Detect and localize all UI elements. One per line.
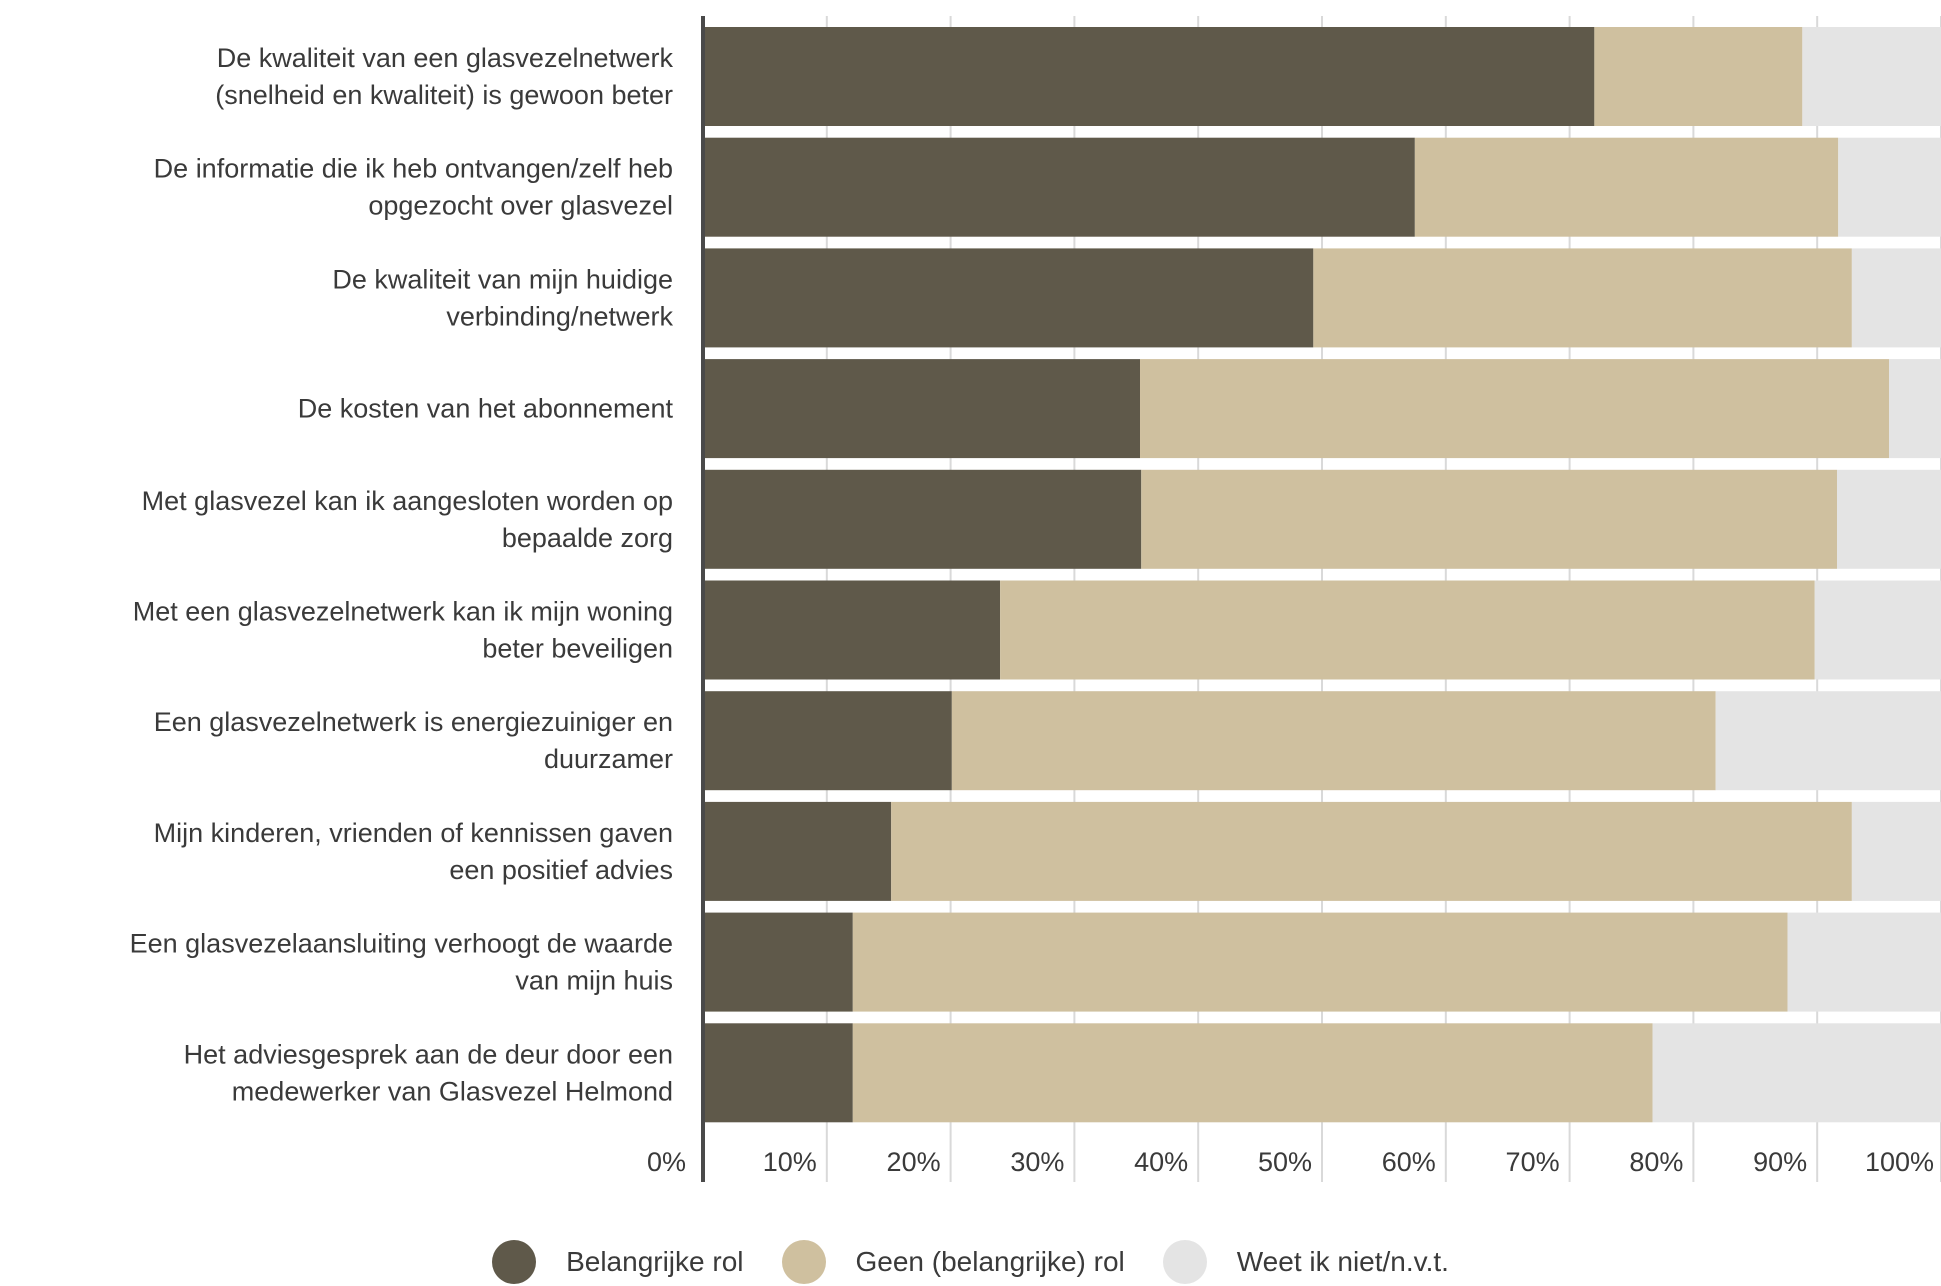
bar-segment-belangrijke-rol <box>703 691 952 791</box>
x-tick-label: 40% <box>1134 1147 1188 1177</box>
bar-segment-belangrijke-rol <box>703 801 892 901</box>
bar-segment-geen-rol <box>1000 580 1815 680</box>
category-label: De kwaliteit van mijn huidige <box>332 264 673 294</box>
bar-segment-belangrijke-rol <box>703 248 1314 348</box>
x-tick-label: 10% <box>763 1147 817 1177</box>
category-label: een positief advies <box>449 855 673 885</box>
bar-segment-geen-rol <box>1313 248 1852 348</box>
legend-item-geen-rol[interactable]: Geen (belangrijke) rol <box>781 1240 1125 1284</box>
bar-segment-weet-ik-niet <box>1851 248 1941 348</box>
x-tick-label: 20% <box>887 1147 941 1177</box>
category-label: beter beveiligen <box>482 634 673 664</box>
legend-swatch <box>492 1240 537 1284</box>
x-axis-ticks: 0% 10% 20% 30% 40% 50% 60% 70% 80% 90% 100% <box>647 1147 1934 1177</box>
legend-swatch <box>1162 1240 1207 1284</box>
x-tick-label: 30% <box>1010 1147 1064 1177</box>
stacked-bar-chart: De kwaliteit van een glasvezelnetwerk (sn… <box>130 16 1941 1182</box>
bar-segment-belangrijke-rol <box>703 580 1001 680</box>
bars <box>703 27 1941 1123</box>
category-label: Met een glasvezelnetwerk kan ik mijn won… <box>133 597 673 627</box>
category-labels: De kwaliteit van een glasvezelnetwerk (sn… <box>130 43 674 1106</box>
bar-segment-weet-ik-niet <box>1814 580 1941 680</box>
bar-segment-geen-rol <box>1414 137 1839 237</box>
bar-segment-weet-ik-niet <box>1802 27 1941 126</box>
bar-segment-belangrijke-rol <box>703 359 1141 459</box>
category-label: Het adviesgesprek aan de deur door een <box>184 1039 673 1069</box>
category-label: Met glasvezel kan ik aangesloten worden … <box>142 486 673 516</box>
category-label: verbinding/netwerk <box>446 301 673 331</box>
legend-item-weet-ik-niet[interactable]: Weet ik niet/n.v.t. <box>1162 1240 1449 1284</box>
legend-label: Belangrijke rol <box>566 1246 744 1277</box>
bar-segment-weet-ik-niet <box>1837 469 1941 569</box>
x-tick-label: 90% <box>1753 1147 1807 1177</box>
category-label: Een glasvezelnetwerk is energiezuiniger … <box>154 707 673 737</box>
legend-label: Geen (belangrijke) rol <box>855 1246 1125 1277</box>
category-label: De kosten van het abonnement <box>298 394 674 424</box>
bar-segment-geen-rol <box>1141 469 1838 569</box>
bar-segment-geen-rol <box>1140 359 1890 459</box>
category-label: bepaalde zorg <box>502 523 673 553</box>
bar-segment-belangrijke-rol <box>703 27 1595 126</box>
category-label: Mijn kinderen, vrienden of kennissen gav… <box>154 818 673 848</box>
legend: Belangrijke rol Geen (belangrijke) rol W… <box>0 1238 1941 1286</box>
category-label: Een glasvezelaansluiting verhoogt de waa… <box>130 929 673 959</box>
bar-segment-belangrijke-rol <box>703 912 853 1012</box>
legend-label: Weet ik niet/n.v.t. <box>1236 1246 1449 1277</box>
bar-segment-geen-rol <box>951 691 1716 791</box>
bar-segment-weet-ik-niet <box>1787 912 1941 1012</box>
bar-segment-belangrijke-rol <box>703 137 1415 237</box>
bar-segment-weet-ik-niet <box>1851 801 1941 901</box>
bar-segment-belangrijke-rol <box>703 469 1142 569</box>
category-label: van mijn huis <box>515 966 673 996</box>
legend-swatch <box>781 1240 826 1284</box>
bar-segment-belangrijke-rol <box>703 1023 853 1123</box>
category-label: De informatie die ik heb ontvangen/zelf … <box>154 154 673 184</box>
bar-segment-weet-ik-niet <box>1889 359 1941 459</box>
bar-segment-weet-ik-niet <box>1838 137 1941 237</box>
legend-item-belangrijke-rol[interactable]: Belangrijke rol <box>492 1240 744 1284</box>
x-tick-label: 0% <box>647 1147 686 1177</box>
category-label: medewerker van Glasvezel Helmond <box>232 1076 673 1106</box>
bar-segment-geen-rol <box>1594 27 1803 126</box>
x-tick-label: 80% <box>1629 1147 1683 1177</box>
category-label: duurzamer <box>544 744 673 774</box>
category-label: De kwaliteit van een glasvezelnetwerk <box>217 43 674 73</box>
bar-segment-geen-rol <box>891 801 1852 901</box>
bar-segment-weet-ik-niet <box>1715 691 1941 791</box>
x-tick-label: 70% <box>1506 1147 1560 1177</box>
category-label: opgezocht over glasvezel <box>368 191 673 221</box>
bar-segment-weet-ik-niet <box>1652 1023 1941 1123</box>
x-tick-label: 50% <box>1258 1147 1312 1177</box>
bar-segment-geen-rol <box>852 1023 1653 1123</box>
bar-segment-geen-rol <box>852 912 1788 1012</box>
category-label: (snelheid en kwaliteit) is gewoon beter <box>215 80 673 110</box>
x-tick-label: 100% <box>1865 1147 1934 1177</box>
x-tick-label: 60% <box>1382 1147 1436 1177</box>
